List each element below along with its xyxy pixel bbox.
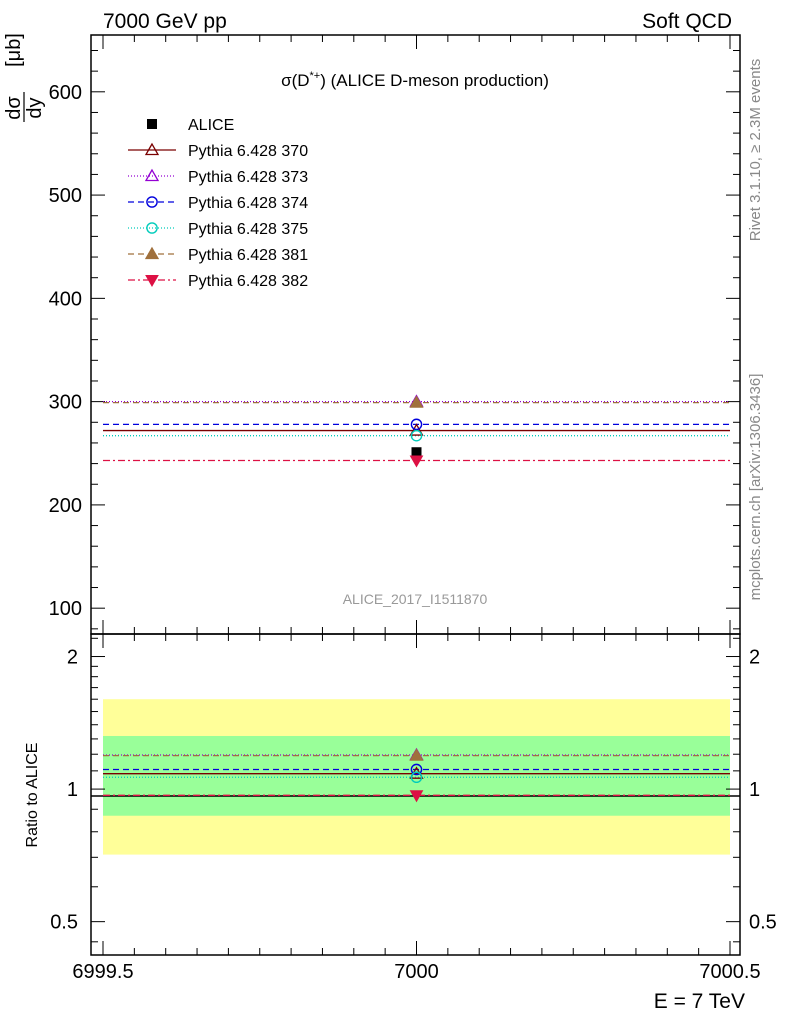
lower-series-lines: [103, 754, 730, 796]
upper-ticks: [91, 35, 740, 634]
upper-panel: 100 200 300 400 500 600 σ(D*+) (ALICE D-meson…: [3, 33, 741, 635]
ratio-marker-pythia-6-428-375: [410, 771, 423, 784]
uncertainty-bands: [103, 699, 730, 855]
y-tick-label: 100: [49, 598, 82, 620]
legend-label-pythia-6-428-370: Pythia 6.428 370: [188, 143, 308, 160]
legend: ALICE Pythia 6.428 370 Pythia 6.428 373 Pyt…: [128, 117, 308, 290]
lower-series-markers: [409, 747, 424, 803]
series-marker-pythia-6-428-382: [409, 455, 424, 468]
x-tick-labels: 6999.5 7000 7000.5: [72, 961, 760, 983]
y-tick-label: 400: [49, 288, 82, 310]
upper-series-markers: [409, 394, 424, 468]
rivet-version-label: Rivet 3.1.10, ≥ 2.3M events: [747, 59, 764, 242]
header-left: 7000 GeV pp: [103, 10, 227, 33]
lower-y-tick-labels: 0.5 0.5 1 1 2 2: [50, 647, 777, 934]
legend-marker-pythia-6-428-373: [144, 168, 160, 182]
legend-label-pythia-6-428-374: Pythia 6.428 374: [188, 195, 308, 212]
y-tick-label: 200: [49, 495, 82, 517]
x-axis-label: E = 7 TeV: [654, 990, 745, 1013]
x-tick-label: 7000.5: [699, 961, 760, 983]
legend-marker-alice: [147, 119, 157, 129]
legend-label-pythia-6-428-373: Pythia 6.428 373: [188, 169, 308, 186]
x-tick-label: 7000: [394, 961, 439, 983]
lower-y-axis-label: Ratio to ALICE: [24, 743, 41, 848]
svg-text:[μb]: [μb]: [3, 33, 25, 67]
series-marker-pythia-6-428-374: [410, 418, 423, 431]
upper-y-axis-label: dσ dy [μb]: [3, 33, 46, 122]
ratio-y-tick-label-left: 2: [67, 647, 78, 669]
series-marker-pythia-6-428-375: [410, 429, 423, 442]
ratio-y-tick-label-right: 0.5: [749, 912, 777, 934]
legend-marker-pythia-6-428-382: [145, 275, 159, 288]
upper-y-tick-labels: 100 200 300 400 500 600: [49, 82, 82, 620]
legend-label-pythia-6-428-375: Pythia 6.428 375: [188, 221, 308, 238]
legend-marker-pythia-6-428-375: [146, 222, 158, 234]
legend-marker-pythia-6-428-374: [146, 196, 158, 208]
ratio-marker-pythia-6-428-382: [409, 790, 424, 803]
ratio-marker-pythia-6-428-381: [409, 748, 424, 761]
ratio-y-tick-label-right: 1: [749, 779, 760, 801]
data-point-alice: [411, 447, 422, 458]
ratio-y-tick-label-left: 1: [67, 779, 78, 801]
legend-label-alice: ALICE: [188, 117, 234, 134]
mcplots-reference-label: mcplots.cern.ch [arXiv:1306.3436]: [747, 374, 764, 601]
lower-frame: [90, 633, 741, 956]
y-tick-label: 600: [49, 82, 82, 104]
y-tick-label: 300: [49, 392, 82, 414]
svg-text:dσ: dσ: [3, 96, 25, 120]
legend-label-pythia-6-428-382: Pythia 6.428 382: [188, 273, 308, 290]
header-right: Soft QCD: [642, 10, 732, 33]
y-tick-label: 500: [49, 185, 82, 207]
series-marker-pythia-6-428-381: [409, 395, 424, 408]
legend-marker-pythia-6-428-370: [144, 142, 160, 156]
lower-panel: 0.5 0.5 1 1 2 2 Ratio to ALICE 6999.5 7000 7000…: [24, 633, 777, 1013]
lower-ticks: [91, 634, 740, 955]
legend-marker-pythia-6-428-381: [144, 246, 160, 260]
svg-text:dy: dy: [24, 97, 46, 118]
ratio-marker-pythia-6-428-374: [410, 763, 423, 776]
x-tick-label: 6999.5: [72, 961, 133, 983]
chart-title: σ(D*+) (ALICE D-meson production): [281, 70, 549, 90]
series-marker-pythia-6-428-370: [409, 423, 424, 436]
ratio-y-tick-label-right: 2: [749, 647, 760, 669]
analysis-watermark: ALICE_2017_I1511870: [343, 591, 488, 607]
ratio-y-tick-label-left: 0.5: [50, 912, 78, 934]
legend-label-pythia-6-428-381: Pythia 6.428 381: [188, 247, 308, 264]
